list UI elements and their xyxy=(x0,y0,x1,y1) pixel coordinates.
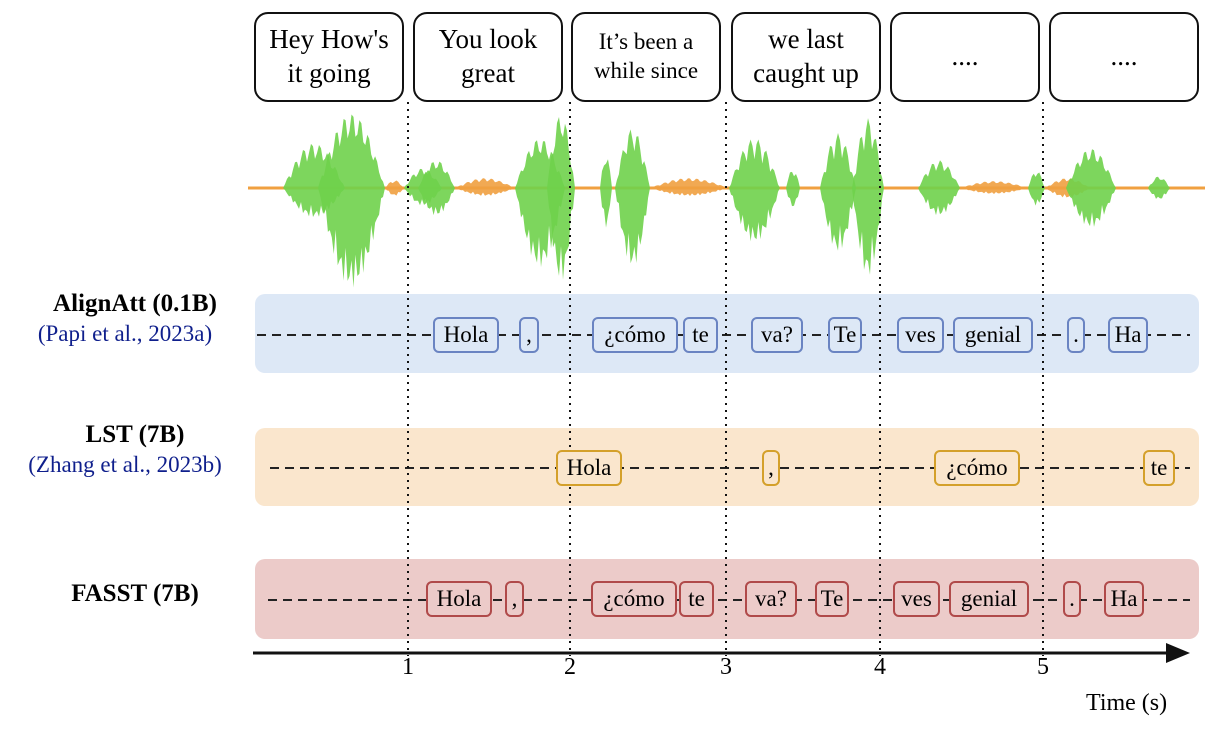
time-axis-arrowhead xyxy=(1166,643,1190,663)
audio-waveform xyxy=(248,114,1205,288)
alignatt-token: . xyxy=(1067,317,1085,353)
lst-token: te xyxy=(1143,450,1175,486)
lst-citation: (Zhang et al., 2023b) xyxy=(28,452,222,477)
speech-box-6: .... xyxy=(1049,12,1199,102)
time-tick-4: 4 xyxy=(874,654,886,680)
alignatt-token: te xyxy=(683,317,718,353)
alignatt-token: va? xyxy=(751,317,803,353)
speech-box-5: .... xyxy=(890,12,1040,102)
alignatt-model-name: AlignAtt (0.1B) xyxy=(53,290,217,317)
time-tick-5: 5 xyxy=(1037,654,1049,680)
speech-box-2: You look great xyxy=(413,12,563,102)
alignatt-token: Hola xyxy=(433,317,499,353)
speech-box-3: It’s been a while since xyxy=(571,12,721,102)
lst-token: Hola xyxy=(556,450,622,486)
fasst-token: va? xyxy=(745,581,797,617)
time-axis-title: Time (s) xyxy=(1086,690,1168,716)
fasst-token: Ha xyxy=(1104,581,1144,617)
lst-token: ¿cómo xyxy=(934,450,1020,486)
alignatt-token: genial xyxy=(953,317,1033,353)
alignatt-token: ¿cómo xyxy=(592,317,678,353)
speech-box-1: Hey How's it going xyxy=(254,12,404,102)
alignatt-token: Te xyxy=(828,317,862,353)
fasst-token: genial xyxy=(949,581,1029,617)
fasst-token: Te xyxy=(815,581,849,617)
time-tick-2: 2 xyxy=(564,654,576,680)
alignatt-token: ves xyxy=(897,317,944,353)
time-tick-1: 1 xyxy=(402,654,414,680)
speech-box-4: we last caught up xyxy=(731,12,881,102)
fasst-token: Hola xyxy=(426,581,492,617)
fasst-token: ¿cómo xyxy=(591,581,677,617)
fasst-token: ves xyxy=(893,581,940,617)
waveform-speech-segments xyxy=(283,114,1170,288)
alignatt-token: Ha xyxy=(1108,317,1148,353)
lst-model-name: LST (7B) xyxy=(85,421,185,448)
alignatt-token: , xyxy=(519,317,539,353)
time-tick-3: 3 xyxy=(720,654,732,680)
fasst-token: te xyxy=(679,581,714,617)
lst-token: , xyxy=(762,450,780,486)
fasst-token: . xyxy=(1063,581,1081,617)
fasst-model-name: FASST (7B) xyxy=(71,580,199,607)
fasst-token: , xyxy=(505,581,524,617)
alignatt-citation: (Papi et al., 2023a) xyxy=(37,321,213,346)
